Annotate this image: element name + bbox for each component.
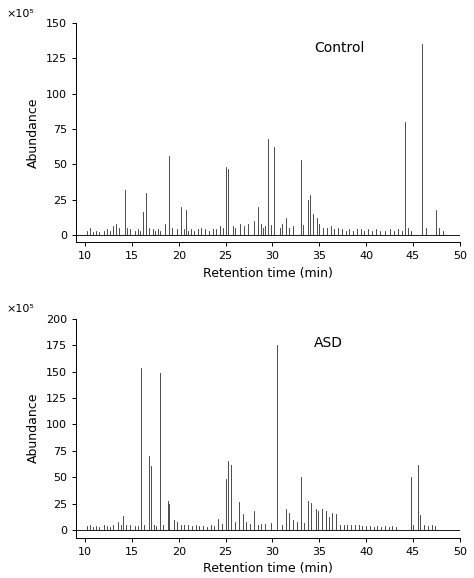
X-axis label: Retention time (min): Retention time (min) [203,266,333,280]
Text: ×10⁵: ×10⁵ [7,304,35,314]
Y-axis label: Abundance: Abundance [27,97,40,168]
Text: Control: Control [314,40,364,55]
Y-axis label: Abundance: Abundance [27,393,40,464]
Text: ×10⁵: ×10⁵ [7,9,35,18]
Text: ASD: ASD [314,336,343,350]
X-axis label: Retention time (min): Retention time (min) [203,562,333,575]
